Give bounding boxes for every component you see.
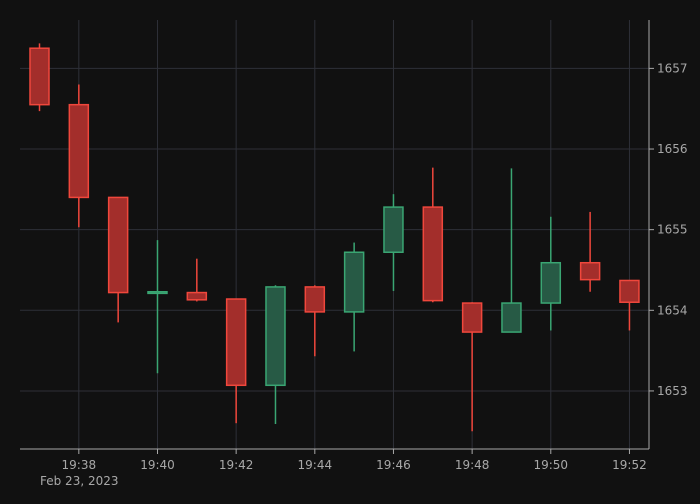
- candle: [68, 84, 90, 228]
- candle: [265, 285, 286, 425]
- x-tick-label: 19:44: [298, 458, 333, 472]
- date-label: Feb 23, 2023: [40, 474, 119, 488]
- candle: [343, 242, 365, 352]
- candle-body: [68, 103, 90, 199]
- axes-layer: [20, 20, 650, 450]
- candle-body: [422, 206, 444, 302]
- x-tick-label: 19:52: [612, 458, 647, 472]
- candle: [225, 298, 247, 424]
- candle-body: [343, 251, 365, 313]
- candle: [501, 168, 522, 333]
- x-tick-label: 19:48: [455, 458, 490, 472]
- candle: [186, 258, 208, 302]
- y-tick-label: 1653: [657, 384, 688, 398]
- x-tick-label: 19:46: [376, 458, 411, 472]
- candle-body: [29, 47, 50, 106]
- y-tick-label: 1654: [657, 303, 688, 317]
- candle: [619, 279, 640, 331]
- x-tick-label: 19:42: [219, 458, 254, 472]
- candle-body: [265, 286, 286, 387]
- x-tick-label: 19:38: [62, 458, 97, 472]
- y-tick-labels: 1653 1654 1655 1656 1657: [649, 61, 688, 398]
- candle-body: [147, 291, 168, 295]
- candle: [29, 43, 50, 112]
- y-tick-label: 1655: [657, 223, 688, 237]
- candle-body: [461, 302, 483, 333]
- candle-body: [383, 206, 404, 253]
- candle-layer: [29, 43, 640, 432]
- candle: [107, 196, 129, 323]
- candle-body: [304, 286, 326, 313]
- candle-body: [619, 279, 640, 303]
- candle-body: [540, 261, 562, 304]
- y-tick-label: 1657: [657, 61, 688, 75]
- candle-body: [579, 261, 601, 281]
- candle: [147, 240, 168, 374]
- candle: [579, 211, 601, 292]
- x-tick-label: 19:40: [140, 458, 175, 472]
- candle: [540, 216, 562, 331]
- candle-body: [186, 291, 208, 301]
- candle: [422, 167, 444, 303]
- x-tick-labels: 19:38 19:40 19:42 19:44 19:46 19:48 19:50 19:52: [62, 449, 647, 472]
- candle: [383, 194, 404, 291]
- candle-body: [225, 298, 247, 387]
- candle-body: [107, 196, 129, 294]
- candle: [461, 302, 483, 432]
- candle-body: [501, 302, 522, 333]
- y-tick-label: 1656: [657, 142, 688, 156]
- candle: [304, 285, 326, 357]
- x-tick-label: 19:50: [533, 458, 568, 472]
